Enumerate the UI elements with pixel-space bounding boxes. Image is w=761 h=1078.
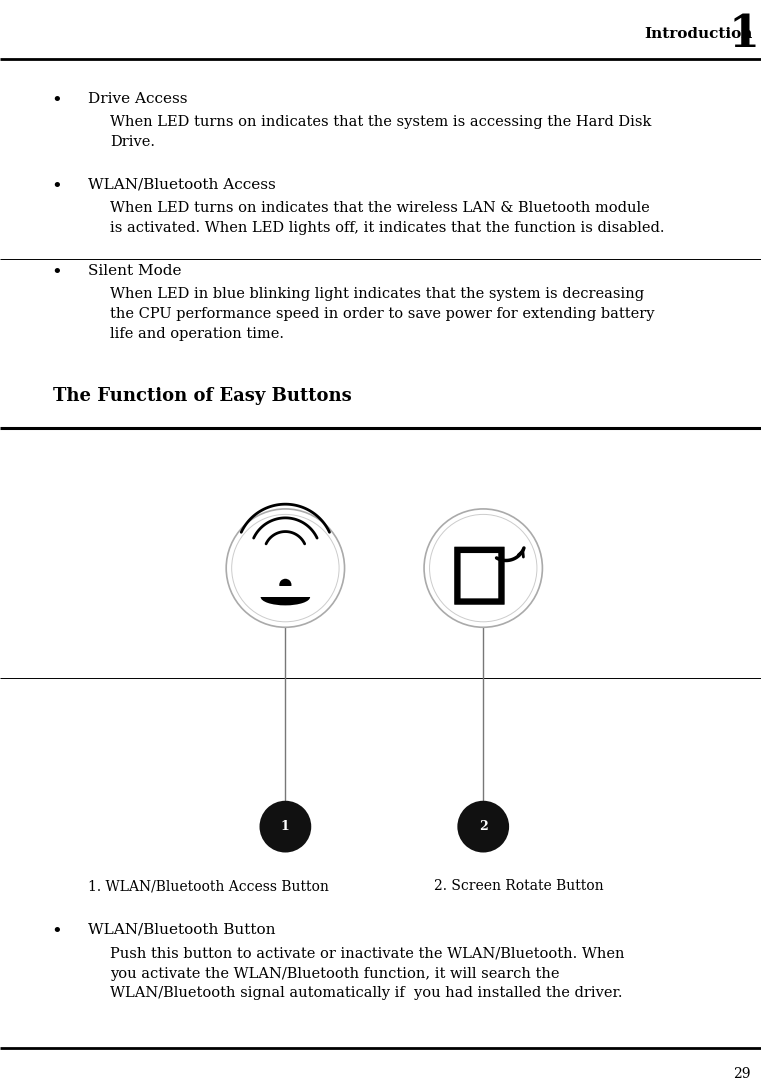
Text: •: •	[52, 923, 62, 941]
Circle shape	[279, 579, 291, 591]
Text: 2: 2	[479, 820, 488, 833]
Text: life and operation time.: life and operation time.	[110, 327, 285, 341]
Ellipse shape	[260, 589, 310, 606]
Text: Drive.: Drive.	[110, 135, 155, 149]
Text: 2. Screen Rotate Button: 2. Screen Rotate Button	[434, 880, 603, 894]
Text: When LED turns on indicates that the wireless LAN & Bluetooth module: When LED turns on indicates that the wir…	[110, 202, 650, 216]
Text: WLAN/Bluetooth Button: WLAN/Bluetooth Button	[88, 923, 275, 937]
Text: Introduction: Introduction	[645, 27, 753, 41]
Circle shape	[260, 801, 311, 853]
Text: Drive Access: Drive Access	[88, 92, 187, 106]
FancyBboxPatch shape	[460, 553, 498, 598]
Text: When LED turns on indicates that the system is accessing the Hard Disk: When LED turns on indicates that the sys…	[110, 115, 651, 129]
Text: When LED in blue blinking light indicates that the system is decreasing: When LED in blue blinking light indicate…	[110, 288, 645, 302]
Text: The Function of Easy Buttons: The Function of Easy Buttons	[53, 387, 352, 405]
Circle shape	[226, 509, 345, 627]
Circle shape	[457, 801, 509, 853]
Text: is activated. When LED lights off, it indicates that the function is disabled.: is activated. When LED lights off, it in…	[110, 221, 665, 235]
Text: WLAN/Bluetooth Access: WLAN/Bluetooth Access	[88, 178, 275, 192]
Text: •: •	[52, 264, 62, 282]
Text: you activate the WLAN/Bluetooth function, it will search the: you activate the WLAN/Bluetooth function…	[110, 967, 560, 981]
Text: 1: 1	[728, 13, 759, 56]
Text: WLAN/Bluetooth signal automatically if  you had installed the driver.: WLAN/Bluetooth signal automatically if y…	[110, 986, 622, 1000]
Circle shape	[429, 514, 537, 622]
FancyBboxPatch shape	[454, 547, 505, 605]
Text: Silent Mode: Silent Mode	[88, 264, 181, 278]
Text: the CPU performance speed in order to save power for extending battery: the CPU performance speed in order to sa…	[110, 307, 655, 321]
Text: 1: 1	[281, 820, 290, 833]
Circle shape	[424, 509, 543, 627]
Text: 1. WLAN/Bluetooth Access Button: 1. WLAN/Bluetooth Access Button	[88, 880, 329, 894]
Circle shape	[231, 514, 339, 622]
Text: Push this button to activate or inactivate the WLAN/Bluetooth. When: Push this button to activate or inactiva…	[110, 946, 625, 960]
Text: •: •	[52, 92, 62, 110]
Bar	[255, 585, 316, 597]
Text: •: •	[52, 178, 62, 196]
Text: 29: 29	[734, 1067, 751, 1078]
